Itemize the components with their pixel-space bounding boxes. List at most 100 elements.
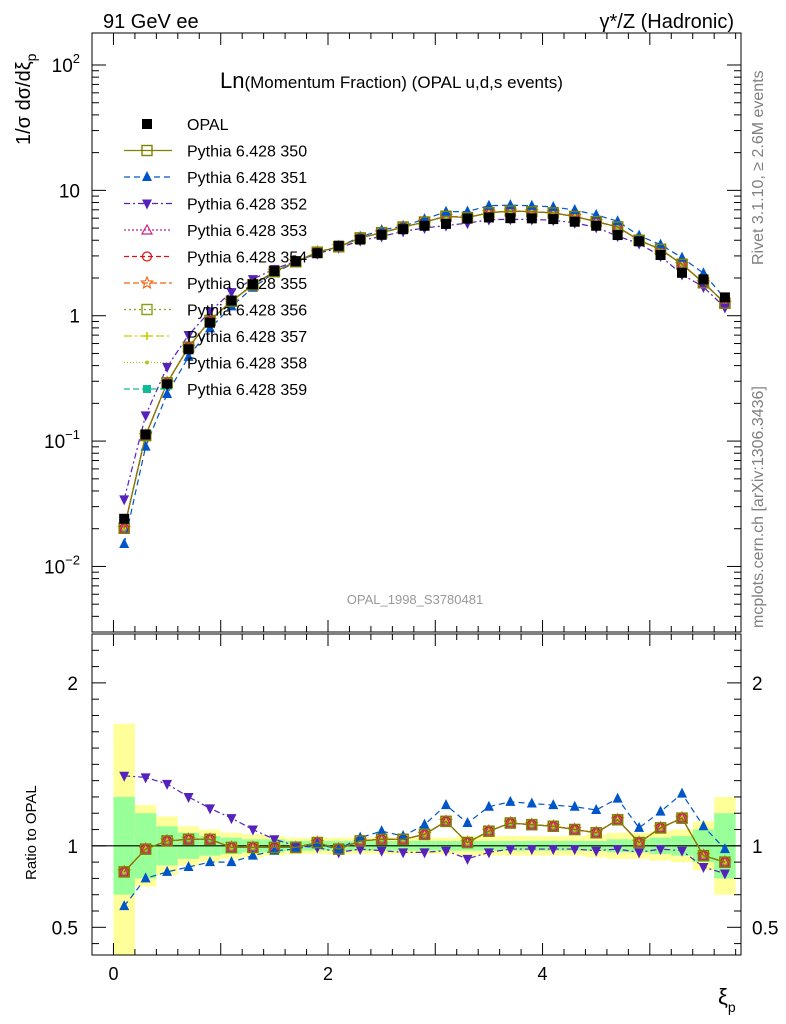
ratio-axis-label: Ratio to OPAL: [23, 785, 40, 880]
legend-entry-data: OPAL: [142, 117, 229, 134]
x-tick-label: 2: [323, 964, 333, 984]
legend-label: Pythia 6.428 353: [187, 223, 307, 240]
series-point-ratio: [376, 825, 387, 836]
data-point: [655, 250, 666, 261]
series-point-ratio: [569, 845, 580, 856]
series-point-ratio: [526, 845, 537, 856]
series-point-main: [612, 215, 623, 226]
series-point-ratio: [268, 841, 281, 854]
data-point: [612, 230, 623, 241]
series-point-ratio: [591, 803, 602, 814]
series-point-ratio: [676, 812, 688, 824]
series-point-ratio: [119, 900, 130, 911]
series-point-ratio: [548, 845, 559, 856]
ratio-tick-label-right: 1: [752, 837, 763, 858]
legend-entry: Pythia 6.428 351: [124, 170, 307, 187]
legend-entry: Pythia 6.428 357: [124, 329, 307, 346]
y-tick-label-exponent: −2: [65, 552, 80, 567]
legend-entry: Pythia 6.428 359: [124, 382, 307, 399]
series-point-ratio: [526, 818, 538, 831]
series-point-ratio: [634, 848, 645, 859]
series-point-ratio: [483, 825, 495, 837]
series-point-ratio: [419, 848, 430, 859]
data-layer: [119, 212, 730, 524]
series-point-ratio: [483, 800, 494, 811]
plot-frames: [91, 32, 742, 956]
series-point-ratio: [183, 792, 194, 803]
series-point-ratio: [139, 843, 152, 855]
legend-marker: [141, 251, 153, 262]
series-line-ratio: [124, 775, 726, 875]
ratio-plot-frame: [91, 633, 742, 956]
series-point-ratio: [698, 820, 709, 831]
series-point-ratio: [162, 779, 173, 790]
data-point: [677, 267, 687, 278]
series-point-ratio: [311, 836, 323, 849]
series-point-ratio: [462, 854, 473, 865]
legend-label: Pythia 6.428 350: [187, 144, 307, 161]
series-point-ratio: [161, 835, 173, 847]
series-point-ratio: [205, 856, 215, 867]
y-tick-label: 10−2: [44, 552, 80, 578]
ratio-tick-label-right: 2: [752, 674, 763, 695]
series-point-ratio: [655, 805, 666, 816]
series-point-ratio: [462, 817, 473, 828]
series-point-ratio: [204, 833, 216, 846]
series-point-ratio: [140, 872, 151, 883]
series-point-main: [548, 200, 559, 211]
series-point-ratio: [247, 849, 258, 860]
series-point-ratio: [183, 861, 194, 872]
y-tick-label: 10−1: [44, 427, 80, 453]
series-point-main: [118, 522, 131, 533]
data-point: [698, 274, 709, 285]
series-point-main: [119, 537, 130, 548]
series-point-ratio: [418, 828, 431, 841]
data-point: [269, 266, 280, 277]
legend-entry: Pythia 6.428 358: [124, 356, 307, 373]
ratio-tick-label-left: 2: [67, 674, 78, 695]
series-point-ratio: [612, 792, 623, 803]
series-pythia-6.428-351: [119, 199, 730, 911]
series-point-ratio: [247, 841, 259, 854]
series-point-ratio: [226, 856, 237, 867]
legend-marker: [143, 385, 151, 393]
legend-marker-data: [142, 119, 152, 129]
series-point-main: [162, 362, 173, 373]
series-point-ratio: [118, 865, 131, 877]
series-point-ratio: [461, 836, 474, 849]
legend-label: Pythia 6.428 354: [187, 250, 307, 267]
y-axis-label: 1/σ dσ/dξp: [13, 53, 39, 145]
legend-marker: [145, 360, 149, 365]
series-point-main: [183, 350, 194, 361]
series-point-ratio: [398, 848, 409, 859]
series-point-main: [569, 204, 580, 215]
series-point-ratio: [611, 814, 624, 826]
series-point-ratio: [269, 835, 280, 846]
legend-marker: [143, 332, 151, 340]
series-point-ratio: [418, 828, 431, 840]
data-point: [183, 344, 194, 355]
legend-entry: Pythia 6.428 354: [124, 250, 307, 267]
series-point-main: [677, 251, 687, 262]
series-point-ratio: [633, 836, 645, 849]
mcplots-reference-text: mcplots.cern.ch [arXiv:1306.3436]: [750, 386, 767, 628]
series-point-ratio: [354, 835, 366, 847]
plot-title: Ln(Momentum Fraction) (OPAL u,d,s events…: [220, 68, 563, 93]
series-point-ratio: [697, 849, 710, 861]
series-point-ratio: [675, 811, 689, 823]
y-tick-label-exponent: −1: [65, 427, 80, 442]
series-point-ratio: [591, 846, 602, 857]
data-point: [162, 379, 173, 390]
header-right: γ*/Z (Hadronic): [600, 11, 734, 33]
x-tick-label: 4: [538, 964, 548, 984]
data-point: [398, 224, 409, 235]
legend-marker: [142, 171, 152, 181]
series-point-ratio: [439, 815, 453, 826]
series-point-ratio: [505, 845, 516, 856]
header-left: 91 GeV ee: [103, 11, 199, 33]
series-point-ratio: [719, 843, 730, 854]
legend-entry: Pythia 6.428 355: [124, 275, 307, 293]
ratio-tick-label-left: 1: [67, 837, 78, 858]
legend-label: Pythia 6.428 352: [187, 197, 307, 214]
series-point-ratio: [698, 863, 709, 874]
